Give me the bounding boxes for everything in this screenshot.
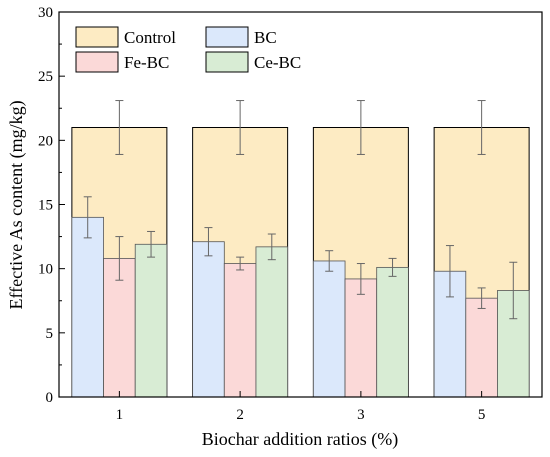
bar-bc-3	[312, 260, 346, 398]
legend: Control BC Fe-BC Ce-BC	[75, 26, 301, 73]
y-tick-label-0: 0	[46, 390, 54, 406]
legend-label-control: Control	[124, 28, 176, 47]
x-tick-label-2: 2	[236, 407, 244, 423]
y-axis-label: Effective As content (mg/kg)	[6, 100, 27, 309]
x-tick-label-1: 1	[116, 407, 124, 423]
y-tick-label-25: 25	[38, 69, 53, 85]
y-axis: 0 5 10 15 20 25 30	[38, 5, 65, 406]
legend-swatch-fe-bc	[75, 51, 119, 73]
bar-ce-bc-2	[255, 246, 289, 398]
y-tick-label-15: 15	[38, 198, 53, 214]
error-bars	[83, 100, 518, 320]
y-tick-label-20: 20	[38, 133, 53, 149]
y-tick-label-10: 10	[38, 262, 53, 278]
legend-swatch-bc	[205, 26, 249, 48]
bar-bc-1	[71, 216, 104, 398]
bar-ce-bc-1	[134, 243, 168, 398]
legend-swatch-control	[75, 26, 119, 48]
legend-swatch-ce-bc	[205, 51, 249, 73]
bar-fe-bc-3	[344, 278, 378, 398]
legend-label-ce-bc: Ce-BC	[254, 53, 301, 72]
y-tick-label-30: 30	[38, 5, 53, 21]
y-tick-label-5: 5	[46, 326, 54, 342]
plot-bars	[71, 127, 530, 398]
legend-label-bc: BC	[254, 28, 277, 47]
x-tick-label-3: 3	[357, 407, 365, 423]
x-axis: 1 2 3 5	[116, 391, 486, 423]
bar-fe-bc-5	[465, 297, 498, 398]
bar-bc-2	[192, 241, 225, 398]
bar-fe-bc-1	[103, 257, 136, 398]
x-tick-label-5: 5	[478, 407, 486, 423]
legend-label-fe-bc: Fe-BC	[124, 53, 169, 72]
bar-ce-bc-3	[376, 266, 409, 398]
x-axis-label: Biochar addition ratios (%)	[202, 429, 398, 450]
bar-fe-bc-2	[223, 263, 257, 398]
